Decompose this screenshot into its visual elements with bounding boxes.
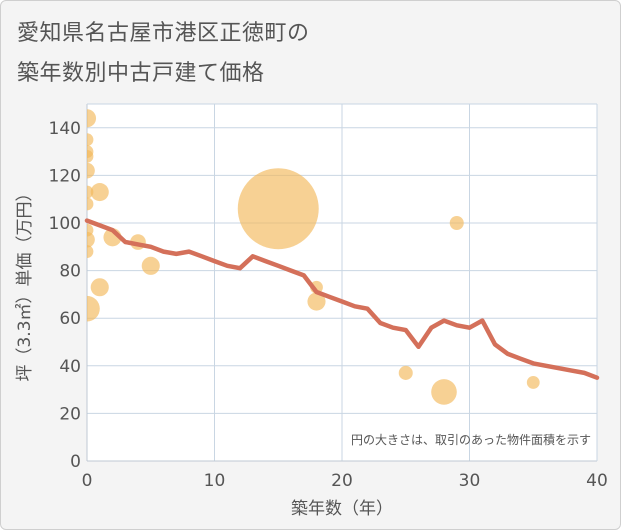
data-bubble	[90, 278, 109, 297]
bubble-series	[87, 109, 540, 405]
x-tick-label: 0	[82, 471, 93, 491]
x-tick-label: 10	[204, 471, 226, 491]
data-bubble	[87, 133, 94, 147]
average-price-line	[84, 218, 600, 380]
data-bubble	[141, 256, 160, 275]
x-axis-label: 築年数（年）	[291, 499, 393, 519]
data-bubble	[87, 109, 97, 128]
x-tick-label: 20	[331, 471, 353, 491]
data-bubble	[87, 149, 94, 163]
y-tick-label: 0	[70, 452, 81, 472]
axis-ticks: 0 10 20 30 40 0 20 40 60 80 100 120 140	[49, 119, 608, 491]
bubble-size-note: 円の大きさは、取引のあった物件面積を示す	[351, 432, 591, 447]
data-bubble	[398, 365, 413, 380]
data-bubble	[526, 376, 540, 389]
data-bubble	[87, 245, 94, 258]
data-bubble	[449, 215, 464, 231]
data-bubble	[431, 379, 457, 405]
data-bubble	[87, 162, 95, 179]
chart-title-line2: 築年数別中古戸建て価格	[17, 61, 265, 86]
data-bubble	[90, 183, 109, 202]
y-tick-label: 80	[59, 262, 81, 282]
data-bubble	[307, 292, 326, 311]
y-tick-label: 100	[49, 214, 81, 234]
chart-title-line1: 愛知県名古屋市港区正徳町の	[17, 21, 310, 46]
y-tick-label: 40	[59, 357, 81, 377]
y-tick-label: 140	[49, 119, 81, 139]
y-tick-label: 60	[59, 309, 81, 329]
data-bubble	[237, 168, 319, 250]
data-bubble	[87, 231, 95, 248]
y-tick-label: 20	[59, 404, 81, 424]
data-bubble	[87, 197, 94, 211]
gridlines	[86, 103, 598, 462]
data-bubble	[87, 295, 100, 322]
average-line-series	[84, 218, 600, 380]
y-tick-label: 120	[49, 166, 81, 186]
x-tick-label: 40	[586, 471, 608, 491]
x-tick-label: 30	[459, 471, 481, 491]
y-axis-label: 坪（3.3㎡）単価（万円）	[15, 184, 35, 381]
